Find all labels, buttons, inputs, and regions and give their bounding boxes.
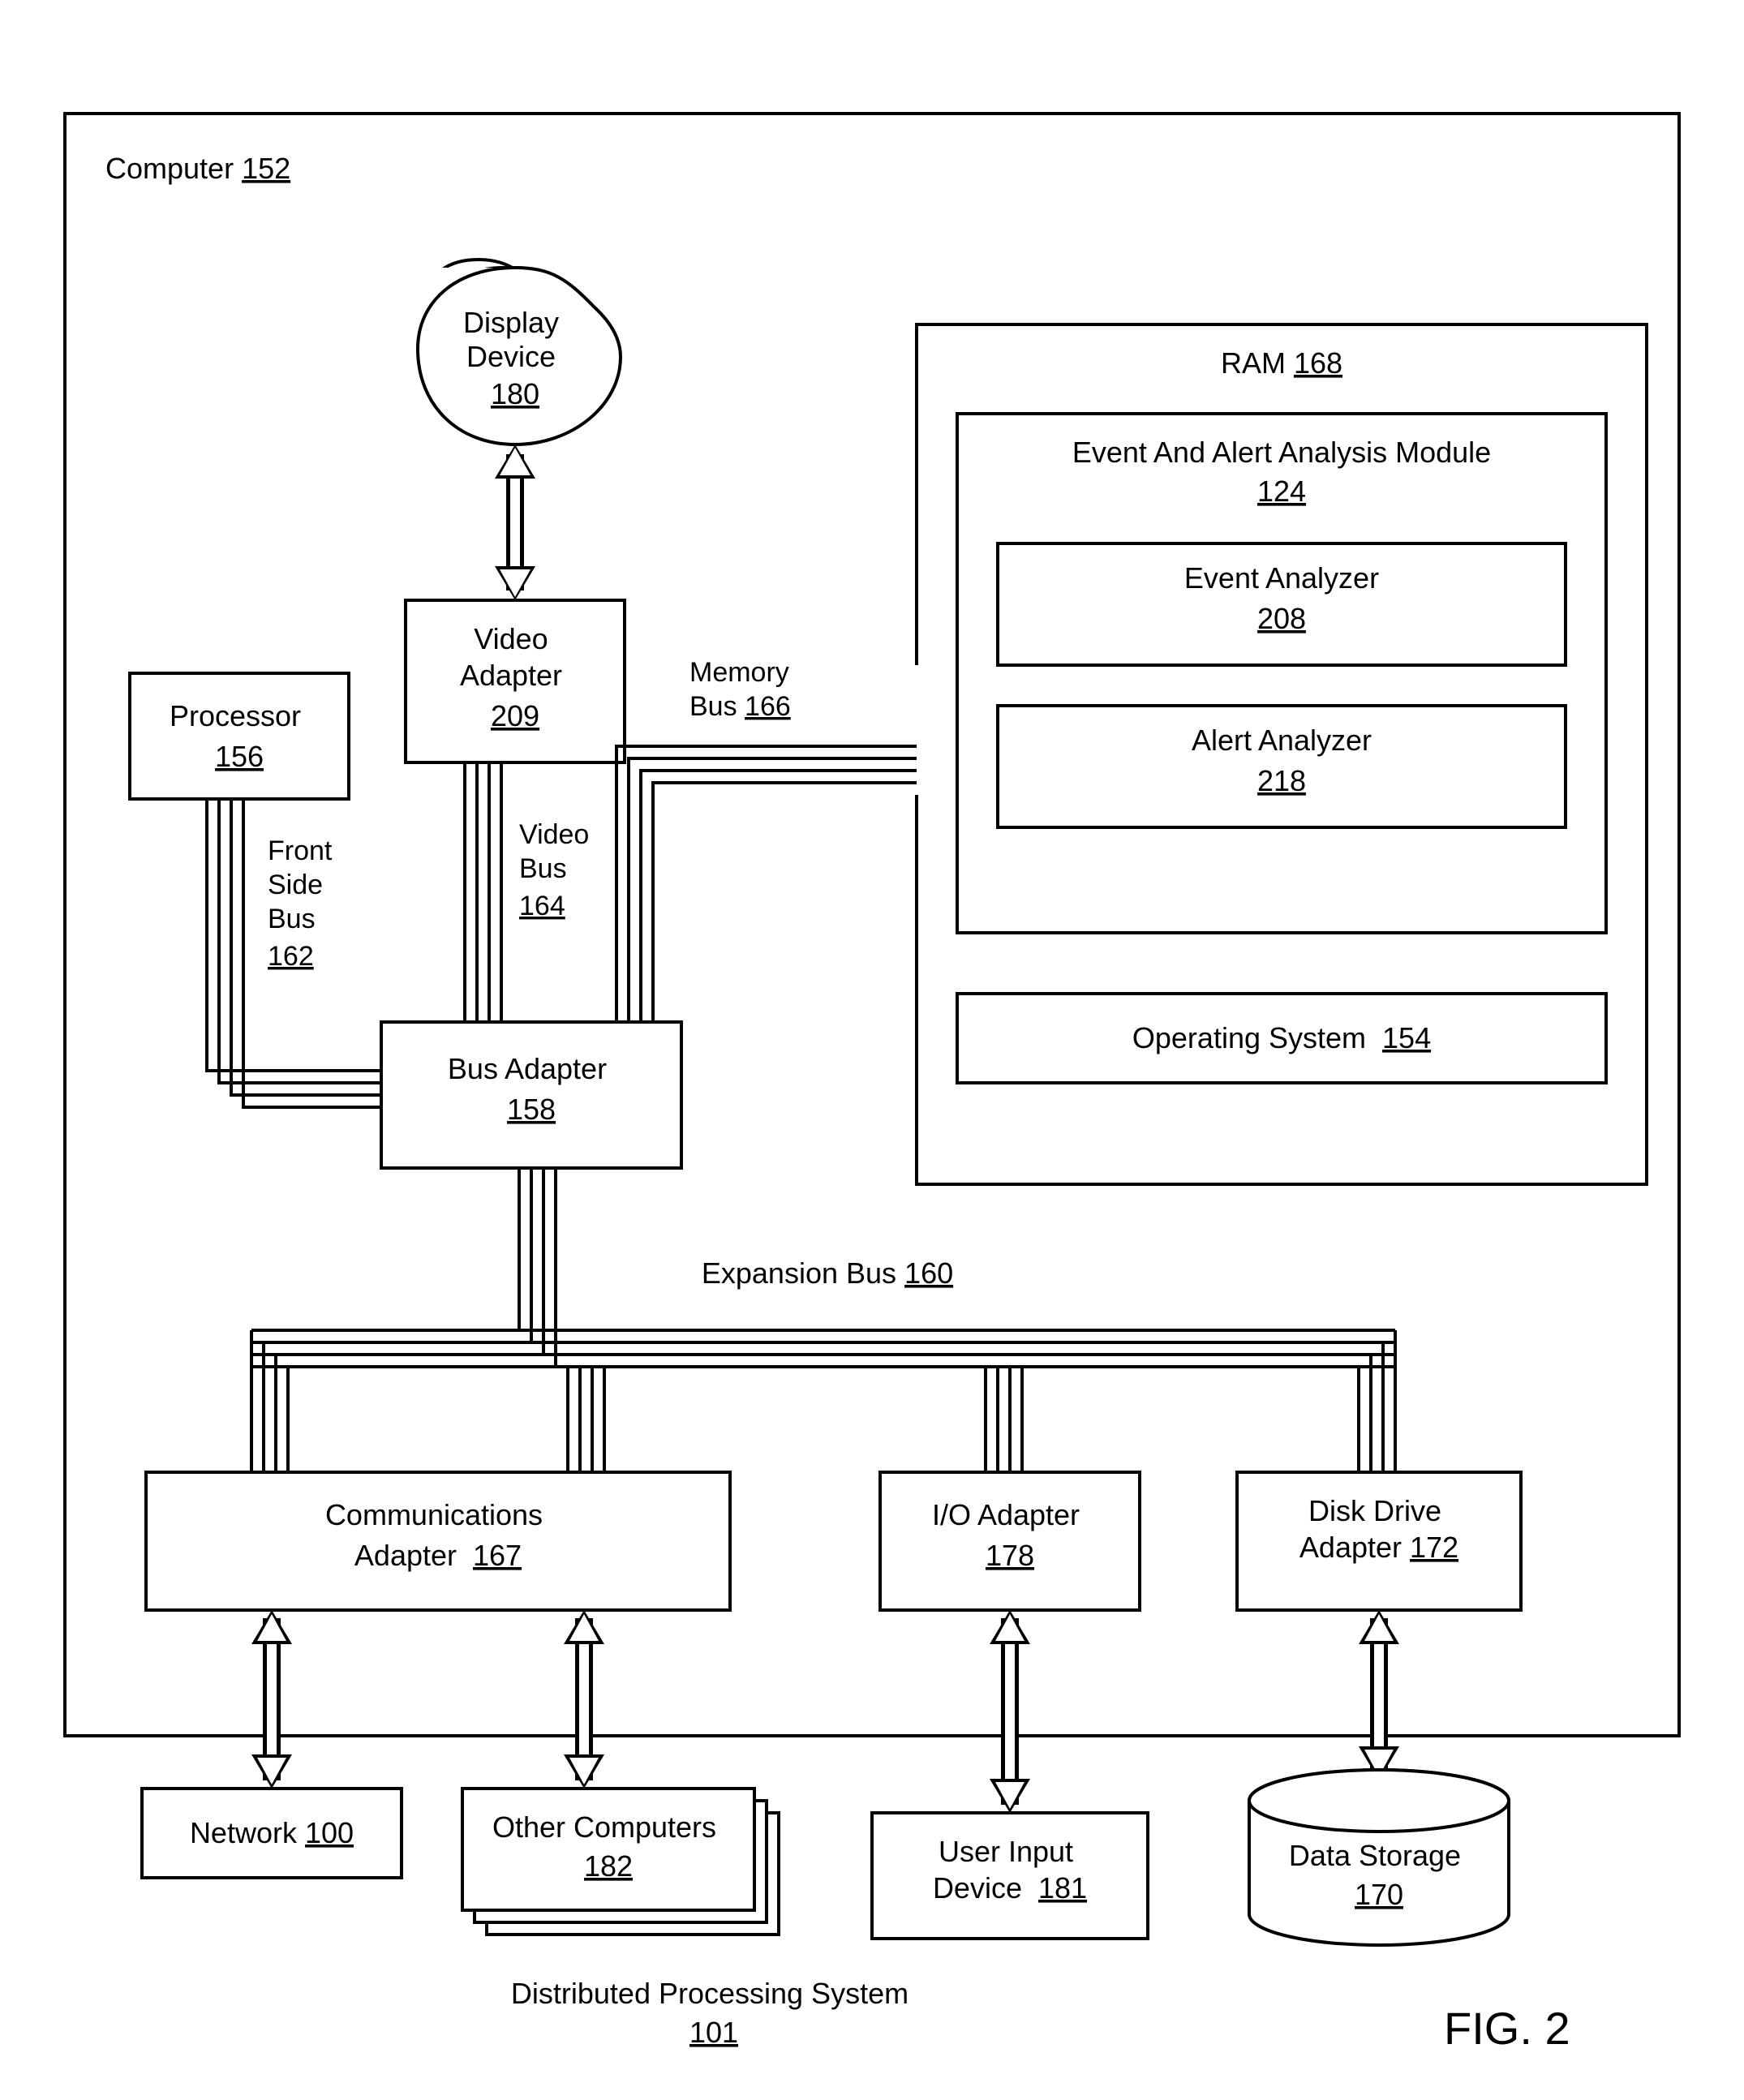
processor-box <box>130 673 349 799</box>
figure-label: FIG. 2 <box>1444 2003 1570 2054</box>
system-label: Distributed Processing System 101 <box>511 1977 917 2049</box>
network-label: Network 100 <box>190 1816 354 1849</box>
ram-label: RAM 168 <box>1221 346 1342 380</box>
computer-label: Computer 152 <box>105 152 290 185</box>
alert-analyzer-label: Alert Analyzer <box>1192 724 1372 757</box>
event-analyzer-ref: 208 <box>1257 602 1306 635</box>
memory-bus-label-2: Bus 166 <box>689 691 791 722</box>
event-module-ref: 124 <box>1257 475 1306 508</box>
event-module-label: Event And Alert Analysis Module <box>1072 436 1491 469</box>
alert-analyzer-ref: 218 <box>1257 764 1306 797</box>
expansion-bus-label: Expansion Bus 160 <box>702 1256 953 1290</box>
event-analyzer-label: Event Analyzer <box>1184 561 1379 595</box>
os-label: Operating System 154 <box>1132 1021 1431 1054</box>
